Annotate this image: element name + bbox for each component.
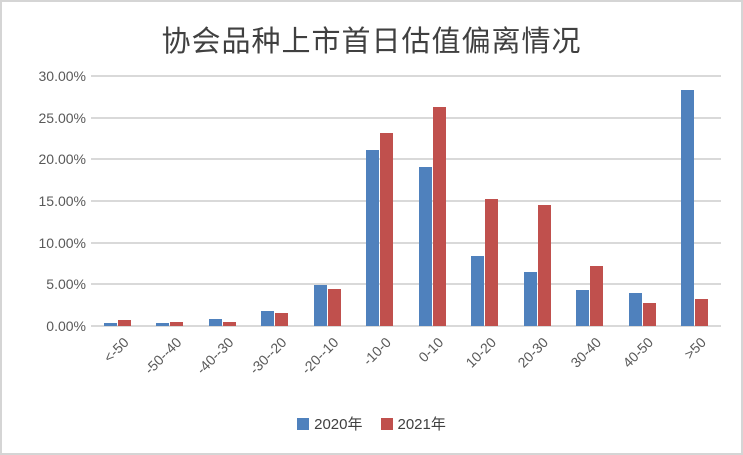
x-axis-tick-label: >50	[680, 334, 710, 363]
bar-2020年-40-50	[628, 293, 642, 326]
bar-2021年-30-40	[590, 266, 604, 326]
bar-2020年--20--10	[313, 285, 327, 326]
bar-2021年--30--20	[275, 313, 289, 326]
y-gridline	[91, 200, 721, 202]
y-axis-tick-label: 10.00%	[38, 234, 86, 251]
bar-2020年--10-0	[366, 150, 380, 326]
legend-label: 2021年	[397, 416, 446, 433]
bar-2021年-<-50	[117, 320, 131, 326]
bar-2020年->50	[681, 90, 695, 326]
bar-2021年--20--10	[327, 289, 341, 326]
y-gridline	[91, 116, 721, 119]
y-gridline	[91, 75, 721, 77]
bar-2020年--50--40	[156, 323, 170, 326]
y-gridline	[91, 283, 721, 286]
bar-2020年-20-30	[523, 272, 537, 326]
bar-2020年-30-40	[576, 290, 590, 326]
bar-2020年-10-20	[471, 256, 485, 326]
y-axis-tick-label: 0.00%	[46, 318, 86, 334]
bar-2021年->50	[695, 299, 709, 326]
bar-2020年--40--30	[208, 319, 222, 326]
legend: 2020年 2021年	[2, 413, 741, 434]
bar-2020年--30--20	[261, 311, 275, 326]
x-axis-tick-label: -40--30	[193, 334, 237, 378]
x-axis-tick-label: 10-20	[462, 334, 500, 371]
y-axis-tick-label: 25.00%	[38, 109, 86, 126]
bar-2020年-<-50	[103, 323, 117, 326]
x-axis-tick-label: 30-40	[567, 334, 605, 371]
bar-2021年-40-50	[642, 303, 656, 326]
x-axis-tick-label: -20--10	[298, 334, 342, 378]
y-axis-tick-label: 30.00%	[38, 68, 86, 84]
y-gridline	[91, 158, 721, 161]
bar-2021年-10-20	[485, 199, 499, 326]
bar-2021年--50--40	[170, 322, 184, 326]
legend-swatch-icon	[380, 417, 393, 430]
x-axis-tick-label: 20-30	[514, 334, 552, 371]
chart-title: 协会品种上市首日估值偏离情况	[161, 24, 582, 58]
legend-swatch-icon	[297, 417, 310, 430]
x-axis-tick-label: -30--20	[245, 334, 290, 378]
y-gridline	[91, 241, 721, 244]
y-gridline	[91, 325, 721, 327]
x-axis-tick-label: 0-10	[415, 334, 447, 366]
legend-label: 2020年	[314, 416, 363, 433]
x-axis-tick-label: <-50	[100, 334, 132, 366]
bar-2021年--10-0	[380, 133, 394, 326]
bar-2020年-0-10	[418, 167, 432, 326]
y-axis-tick-label: 5.00%	[46, 276, 86, 293]
x-axis-tick-label: 40-50	[619, 334, 657, 371]
y-axis-tick-label: 15.00%	[38, 193, 86, 209]
legend-item-2020年: 2020年	[297, 413, 363, 434]
bar-2021年--40--30	[222, 322, 236, 326]
bar-2021年-0-10	[432, 107, 446, 326]
y-axis-tick-label: 20.00%	[38, 151, 86, 168]
x-axis-tick-label: -10-0	[359, 334, 395, 369]
legend-item-2021年: 2021年	[380, 413, 446, 434]
x-axis-tick-label: -50--40	[140, 334, 185, 378]
bar-2021年-20-30	[537, 205, 551, 326]
